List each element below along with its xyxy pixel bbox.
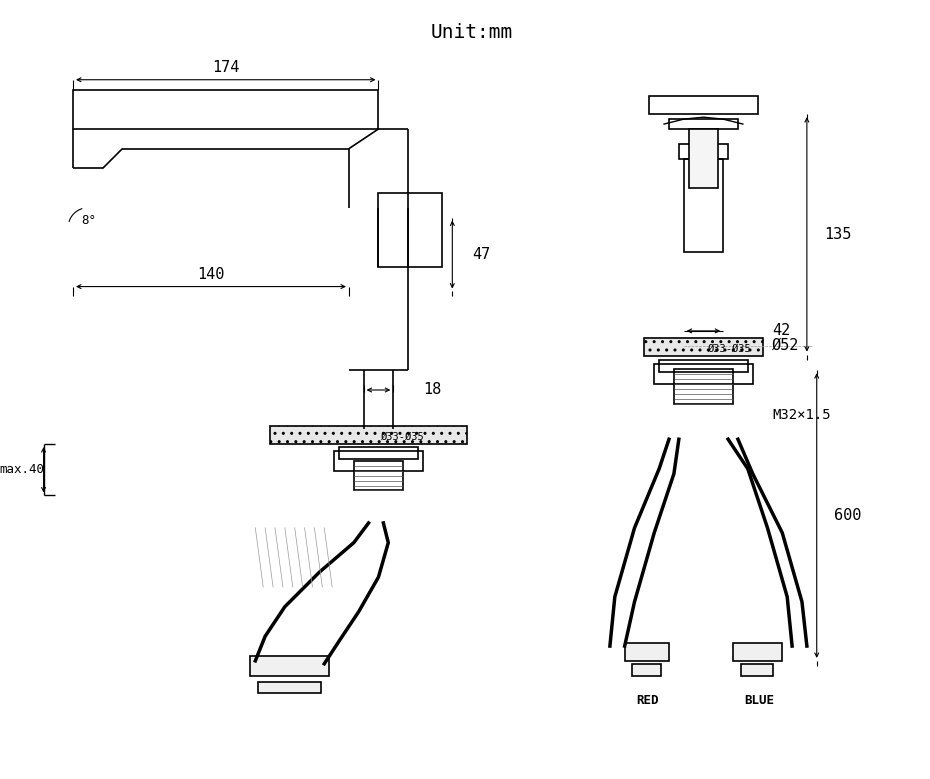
Text: 174: 174 (212, 61, 239, 76)
Text: 42: 42 (773, 323, 790, 338)
Text: 600: 600 (834, 508, 862, 523)
Text: 140: 140 (197, 267, 225, 282)
Text: BLUE: BLUE (745, 694, 775, 707)
Text: Ø52: Ø52 (773, 338, 800, 353)
Bar (250, 656, 329, 675)
Bar (644, 338, 763, 355)
Bar (631, 664, 661, 675)
Text: Ø33-Ø35: Ø33-Ø35 (381, 432, 425, 442)
Text: 18: 18 (423, 382, 441, 397)
Bar (334, 451, 423, 471)
Bar (689, 129, 718, 188)
Text: Unit:mm: Unit:mm (431, 23, 513, 42)
Bar (679, 144, 728, 159)
Bar (625, 643, 669, 661)
Bar (649, 97, 758, 115)
Bar (659, 361, 748, 372)
Text: 8°: 8° (81, 214, 96, 227)
Bar (669, 119, 737, 129)
Bar (270, 426, 467, 444)
Bar (339, 447, 418, 459)
Text: Ø33-Ø35: Ø33-Ø35 (709, 344, 752, 354)
Text: max.40: max.40 (0, 464, 45, 476)
Bar (654, 365, 752, 384)
Bar (259, 682, 321, 693)
Text: M32×1.5: M32×1.5 (773, 407, 831, 421)
Text: RED: RED (636, 694, 658, 707)
Bar (741, 664, 774, 675)
Text: 47: 47 (472, 247, 490, 262)
Bar (379, 193, 443, 267)
Text: 135: 135 (825, 227, 852, 241)
Bar (684, 159, 724, 252)
Bar (73, 90, 379, 129)
Bar (353, 461, 403, 491)
Bar (674, 369, 733, 404)
Bar (733, 643, 782, 661)
